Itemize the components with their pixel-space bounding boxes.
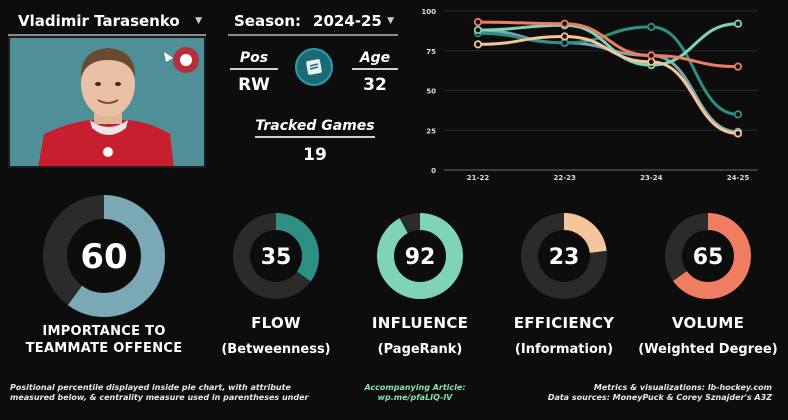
team-logo-icon [295, 48, 333, 86]
y-tick-label: 50 [426, 88, 436, 96]
donut-hole [539, 231, 589, 281]
y-tick-label: 75 [426, 48, 436, 56]
efficiency-subtitle: (Information) [514, 342, 614, 357]
x-tick-label: 21-22 [467, 174, 490, 182]
series-3-point-2 [647, 57, 656, 66]
volume-subtitle: (Weighted Degree) [638, 342, 778, 357]
donut-hole [395, 231, 445, 281]
footer-article-label: Accompanying Article: [364, 383, 466, 392]
importance-title-line2: TEAMMATE OFFENCE [25, 341, 183, 356]
player-name: Vladimir Tarasenko [18, 12, 180, 30]
donut-hole [683, 231, 733, 281]
series-2-point-0 [473, 25, 483, 35]
footer-credits-line1: Metrics & visualizations: lb-hockey.com [593, 383, 772, 392]
y-tick-label: 25 [426, 127, 436, 135]
footer-article-link[interactable]: wp.me/pfaLIQ-lV [377, 393, 453, 402]
season-value: 2024-25 [313, 12, 382, 30]
tracked-games-value: 19 [303, 145, 327, 165]
series-4-point-0 [473, 18, 483, 27]
y-tick-label: 100 [421, 8, 436, 16]
volume-donut: 65 [665, 213, 751, 299]
donut-fill [521, 213, 607, 299]
chevron-down-icon[interactable]: ▼ [195, 16, 202, 26]
season-select[interactable]: Season: 2024-25 ▼ [228, 8, 398, 36]
donut-fill [43, 195, 165, 317]
series-1-point-3 [733, 110, 743, 119]
influence-donut: 92 [377, 213, 463, 299]
flow-subtitle: (Betweenness) [221, 342, 331, 357]
donut-value: 35 [261, 245, 292, 270]
player-select[interactable]: Vladimir Tarasenko ▼ [8, 8, 206, 36]
donut-value: 92 [405, 245, 436, 270]
donut-hole [68, 220, 140, 292]
footer-note: Positional percentile displayed inside p… [10, 383, 330, 403]
age-value: 32 [363, 75, 387, 95]
efficiency-donut: 23 [521, 213, 607, 299]
pos-value: RW [238, 75, 270, 95]
footer-article: Accompanying Article: wp.me/pfaLIQ-lV [350, 383, 480, 403]
player-photo [8, 36, 206, 168]
series-2-point-3 [733, 19, 743, 28]
percentile-trend-chart: 0 25 50 75 100 21-22 22-23 23-24 24-25 [421, 8, 758, 182]
series-line-3 [476, 34, 740, 135]
series-4-point-2 [647, 51, 656, 60]
series-3-point-3 [733, 129, 743, 138]
series-1-point-1 [560, 38, 569, 47]
series-4-point-1 [560, 19, 569, 28]
season-label: Season: [234, 12, 302, 30]
footer-credits-line2: Data sources: MoneyPuck & Corey Sznajder… [547, 393, 772, 402]
flow-title: FLOW [251, 314, 301, 332]
donut-fill [377, 213, 463, 299]
efficiency-title: EFFICIENCY [513, 314, 615, 332]
footer-credits: Metrics & visualizations: lb-hockey.com … [520, 383, 772, 403]
pos-label: Pos [230, 50, 278, 70]
series-3-point-1 [560, 32, 569, 41]
player-headshot-image [38, 47, 199, 166]
series-line-4 [476, 20, 740, 69]
tracked-games-label: Tracked Games [255, 118, 375, 138]
series-3-point-0 [473, 40, 483, 49]
age-label: Age [352, 50, 398, 70]
y-tick-label: 0 [431, 167, 436, 175]
flow-donut: 35 [233, 213, 319, 299]
influence-title: INFLUENCE [371, 314, 469, 332]
x-tick-label: 23-24 [640, 174, 663, 182]
donut-hole [251, 231, 301, 281]
donut-value: 60 [80, 237, 127, 277]
donut-fill [665, 213, 751, 299]
importance-title: IMPORTANCE TO [42, 324, 166, 339]
x-tick-label: 24-25 [727, 174, 750, 182]
donut-fill [233, 213, 319, 299]
series-line-2 [476, 22, 740, 67]
influence-subtitle: (PageRank) [377, 342, 463, 357]
footer-note-line1: Positional percentile displayed inside p… [10, 383, 291, 392]
x-tick-label: 22-23 [553, 174, 576, 182]
series-1-point-2 [647, 22, 656, 31]
importance-donut: 60 [43, 195, 165, 317]
donut-value: 65 [693, 245, 724, 270]
volume-title: VOLUME [671, 314, 745, 332]
series-4-point-3 [733, 62, 743, 71]
chevron-down-icon[interactable]: ▼ [387, 16, 394, 26]
footer-note-line2: measured below, & centrality measure use… [10, 393, 309, 402]
donut-value: 23 [549, 245, 580, 270]
